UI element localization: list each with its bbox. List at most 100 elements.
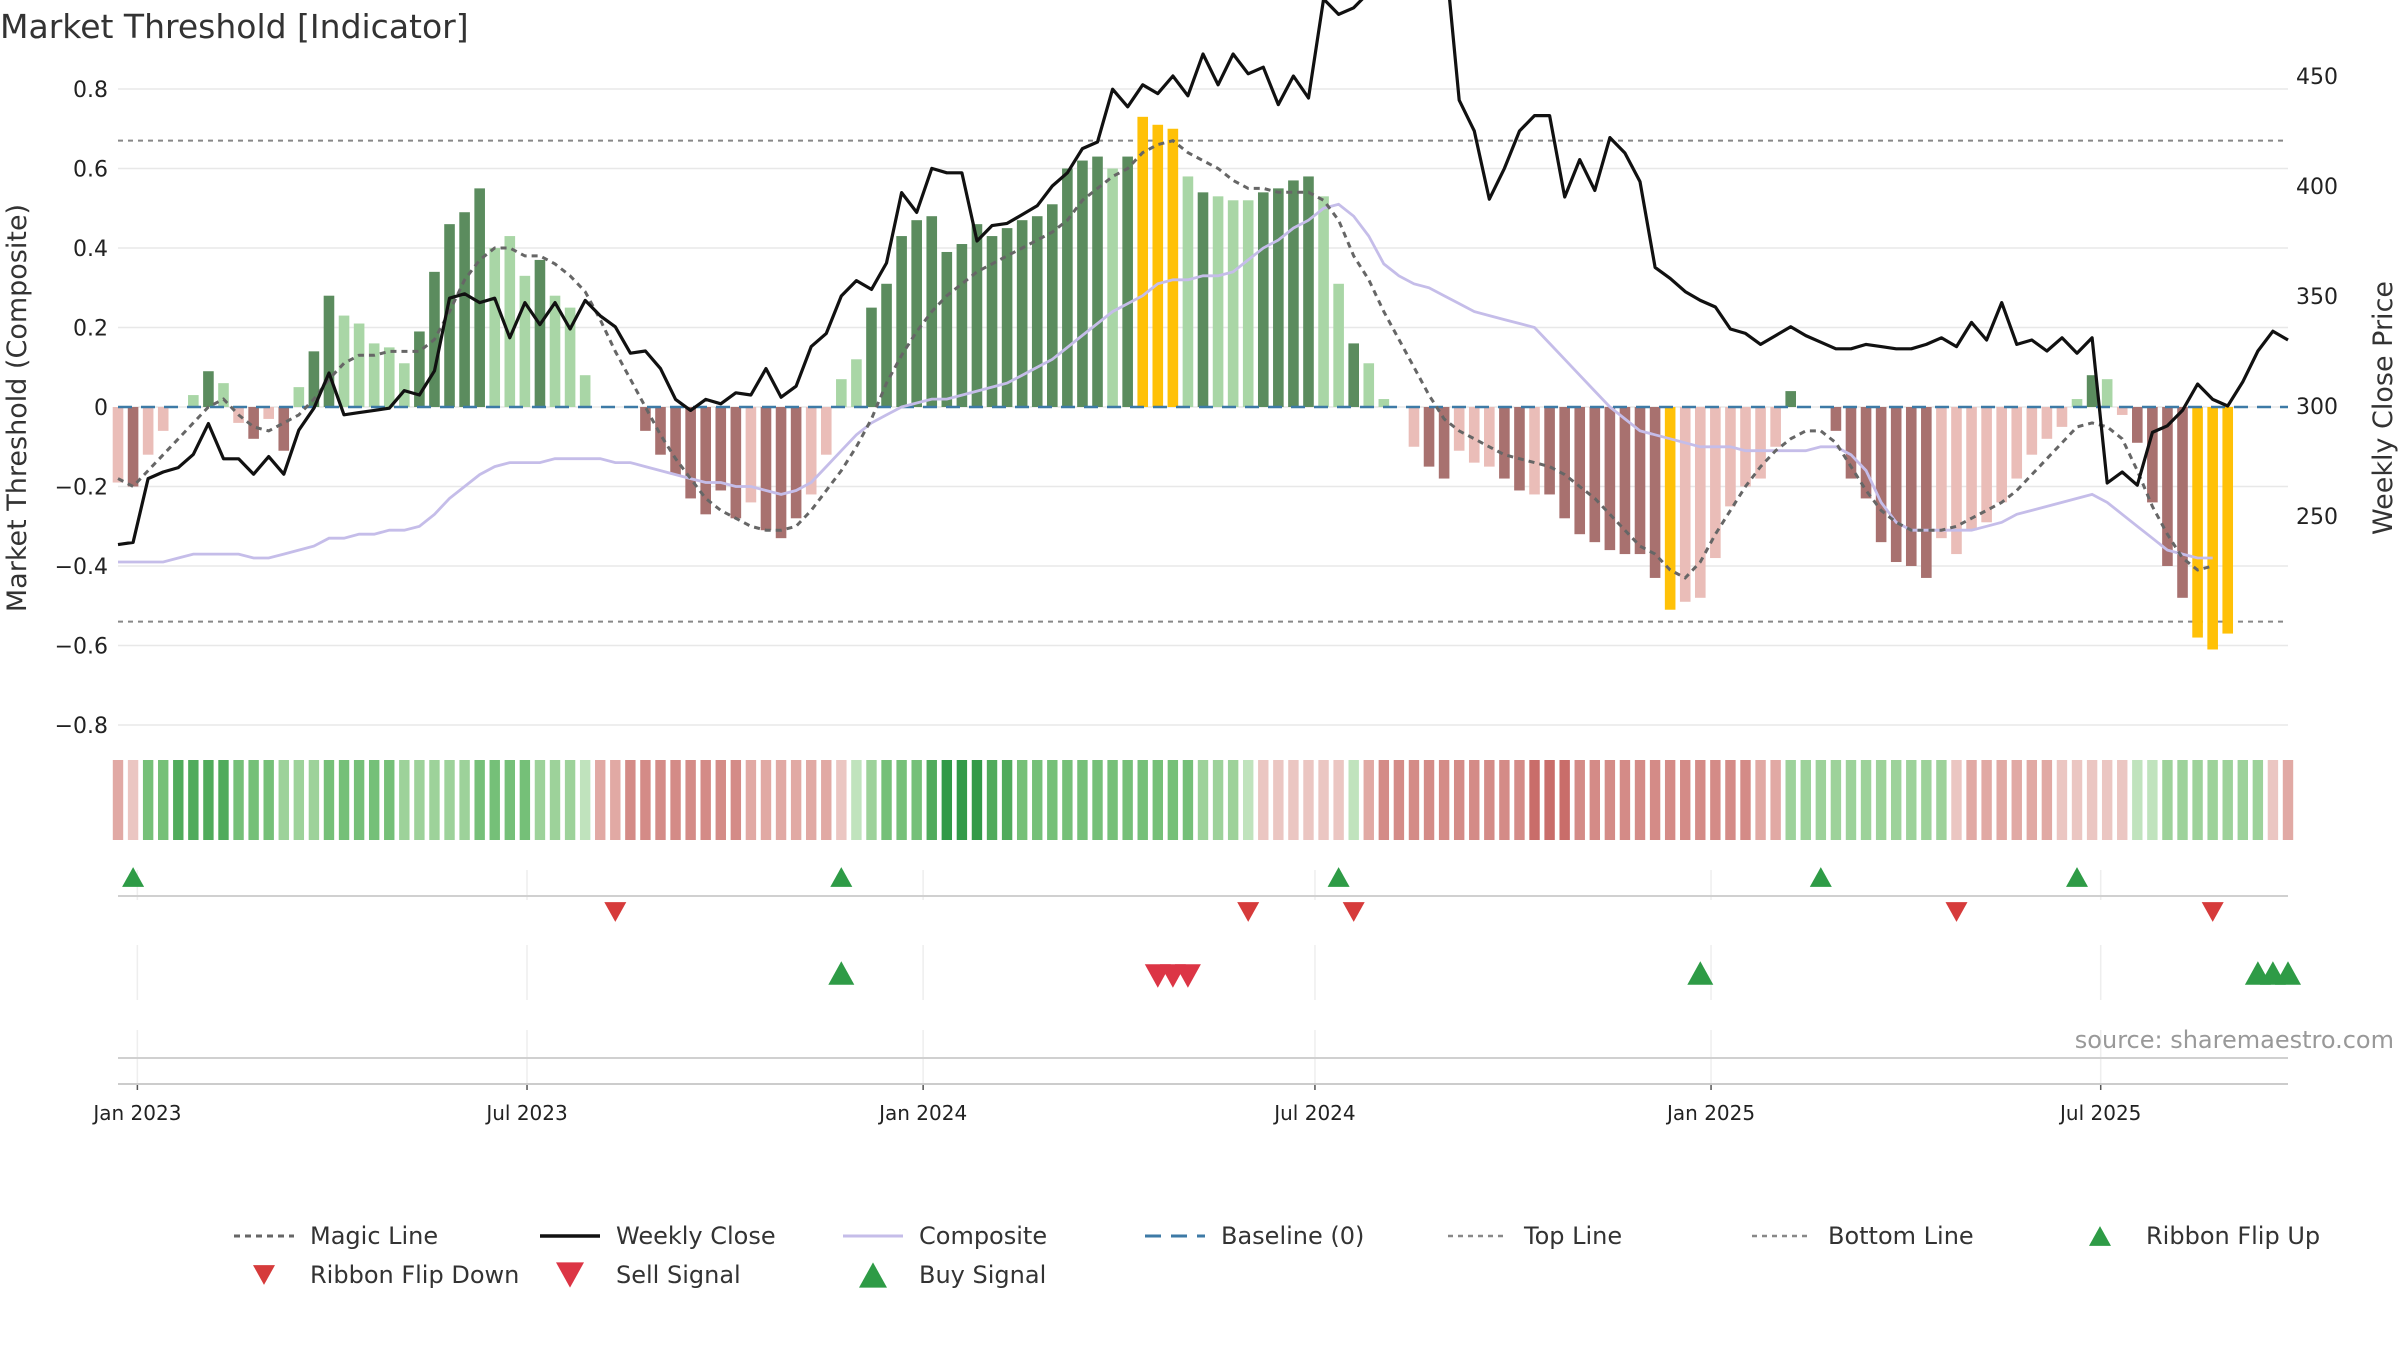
date-tick-label: Jul 2023 xyxy=(484,1101,567,1125)
ribbon-cell xyxy=(2011,760,2022,840)
ribbon-flip-up-marker xyxy=(122,867,145,887)
composite-bar xyxy=(2132,407,2143,443)
ribbon-cell xyxy=(1604,760,1616,840)
legend-label: Weekly Close xyxy=(616,1222,776,1250)
right-axis-title: Weekly Close Price xyxy=(2368,281,2399,535)
legend-label: Bottom Line xyxy=(1828,1222,1974,1250)
composite-bar xyxy=(1649,407,1661,578)
composite-bar xyxy=(851,359,862,407)
ribbon-cell xyxy=(1047,760,1058,840)
ribbon-cell xyxy=(805,760,817,840)
legend-item: Bottom Line xyxy=(1752,1222,1974,1250)
date-tick-label: Jan 2025 xyxy=(1665,1101,1755,1125)
ribbon-cell xyxy=(1815,760,1827,840)
ribbon-cell xyxy=(670,760,681,840)
legend-label: Sell Signal xyxy=(616,1261,741,1289)
ribbon-cell xyxy=(1243,760,1254,840)
ribbon-cell xyxy=(1951,760,1962,840)
ribbon-cell xyxy=(1936,760,1947,840)
composite-bar xyxy=(1951,407,1962,555)
composite-bar xyxy=(1544,407,1555,495)
composite-bar xyxy=(1031,216,1043,407)
ribbon-cell xyxy=(1152,760,1163,840)
composite-bar xyxy=(1092,156,1103,407)
left-tick-label: −0.4 xyxy=(55,555,108,580)
ribbon-cell xyxy=(1966,760,1977,840)
ribbon-cell xyxy=(1619,760,1631,840)
composite-bar xyxy=(323,295,335,407)
composite-bar xyxy=(1167,128,1179,407)
ribbon-cell xyxy=(112,760,124,840)
ribbon-cell xyxy=(2117,760,2128,840)
ribbon-cell xyxy=(1845,760,1857,840)
ribbon-cell xyxy=(836,760,847,840)
ribbon-cell xyxy=(489,760,500,840)
ribbon-cell xyxy=(2222,760,2233,840)
right-tick-label: 250 xyxy=(2296,505,2338,530)
composite-bar xyxy=(971,224,983,407)
ribbon-cell xyxy=(1016,760,1028,840)
ribbon-cell xyxy=(760,760,772,840)
ribbon-cell xyxy=(429,760,440,840)
composite-bar xyxy=(1845,407,1857,479)
ribbon-cell xyxy=(1710,760,1721,840)
composite-bar xyxy=(2162,407,2173,566)
ribbon-cell xyxy=(2056,760,2068,840)
composite-bar xyxy=(157,407,169,431)
composite-bar xyxy=(1001,228,1013,407)
composite-bar xyxy=(1740,407,1751,487)
ribbon-cell xyxy=(1890,760,1902,840)
ribbon-cell xyxy=(1514,760,1525,840)
composite-bar xyxy=(881,283,892,407)
legend-item: Buy Signal xyxy=(859,1261,1046,1289)
weekly-close-line xyxy=(117,0,2289,547)
ribbon-cell xyxy=(1107,760,1118,840)
composite-bar xyxy=(534,259,546,407)
composite-bar xyxy=(1755,407,1766,479)
legend-swatch xyxy=(556,1262,584,1288)
ribbon-cell xyxy=(625,760,636,840)
legend-label: Baseline (0) xyxy=(1221,1222,1364,1250)
ribbon-cell xyxy=(2147,760,2158,840)
ribbon-cell xyxy=(504,760,516,840)
composite-bar xyxy=(2056,407,2068,427)
ribbon-cell xyxy=(1318,760,1329,840)
composite-bar xyxy=(504,236,516,407)
ribbon-cell xyxy=(308,760,320,840)
ribbon-cell xyxy=(2267,760,2279,840)
composite-bar xyxy=(1348,343,1359,407)
legend-swatch xyxy=(2089,1226,2111,1246)
composite-bar xyxy=(308,351,320,407)
ribbon-cell xyxy=(474,760,485,840)
composite-bar xyxy=(444,224,455,407)
left-axis-title: Market Threshold (Composite) xyxy=(2,204,33,612)
ribbon-cell xyxy=(293,760,305,840)
composite-bar xyxy=(1679,407,1691,602)
composite-bar xyxy=(188,395,199,407)
ribbon-cell xyxy=(1288,760,1299,840)
composite-bar xyxy=(1996,407,2007,503)
ribbon-cell xyxy=(1408,760,1420,840)
ribbon-cell xyxy=(1484,760,1495,840)
right-tick-label: 400 xyxy=(2296,175,2338,200)
legend-item: Weekly Close xyxy=(540,1222,776,1250)
legend-item: Composite xyxy=(843,1222,1047,1250)
composite-bar xyxy=(1604,407,1616,551)
ribbon-cell xyxy=(1363,760,1374,840)
ribbon-flip-down-marker xyxy=(2201,902,2224,922)
ribbon-cell xyxy=(1092,760,1103,840)
lines-layer xyxy=(117,0,2289,580)
legend-label: Ribbon Flip Down xyxy=(310,1261,519,1289)
composite-bar xyxy=(127,407,139,487)
composite-bar xyxy=(142,407,154,455)
composite-bar xyxy=(1438,407,1450,479)
ribbon-cell xyxy=(1664,760,1676,840)
composite-bar xyxy=(1905,407,1917,566)
composite-bar xyxy=(1137,116,1149,407)
buy-signal-marker xyxy=(2275,961,2301,985)
ribbon-cell xyxy=(1303,760,1314,840)
ribbon-cell xyxy=(866,760,877,840)
ribbon-cell xyxy=(1393,760,1405,840)
legend-item: Ribbon Flip Up xyxy=(2089,1222,2320,1250)
